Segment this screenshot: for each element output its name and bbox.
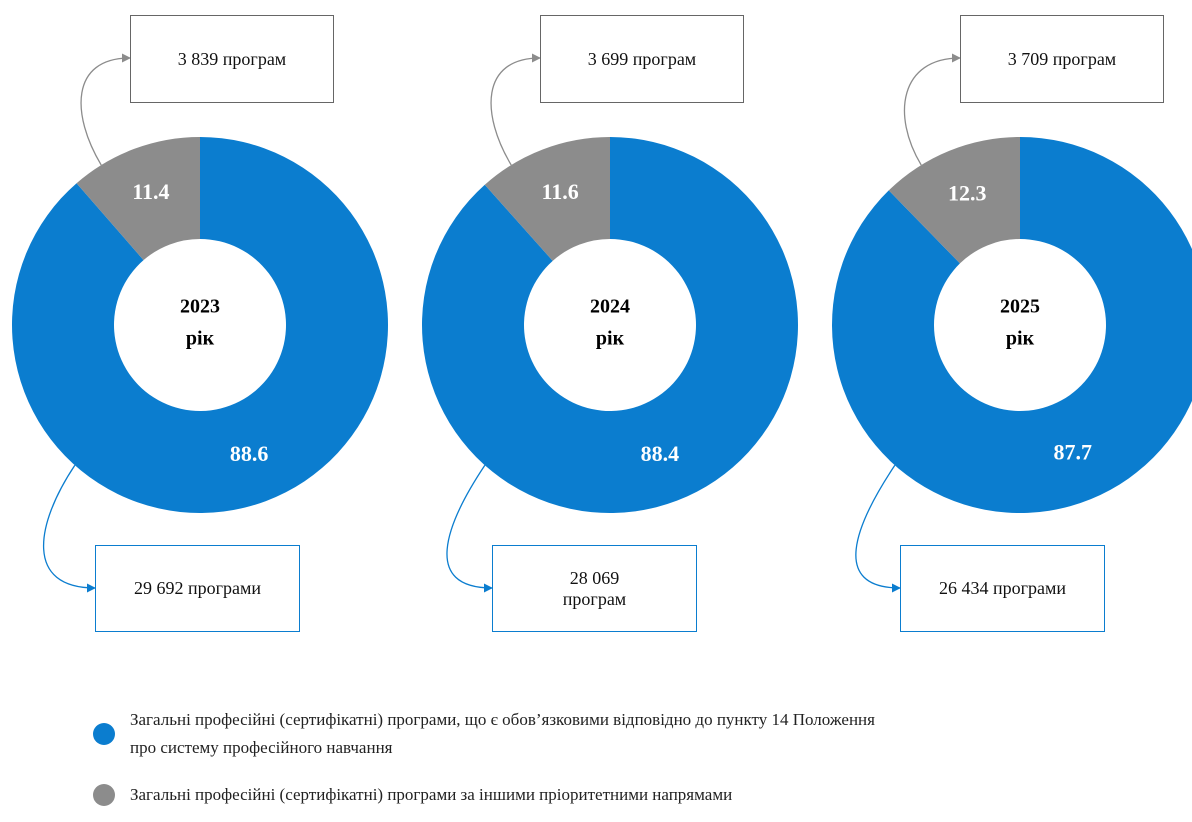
callout-arrow <box>903 53 961 166</box>
value-label: 88.6 <box>230 441 269 466</box>
callout-arrow <box>446 464 493 593</box>
center-subtitle: рік <box>596 328 625 350</box>
donut-segment <box>76 137 200 261</box>
callout-box: 26 434 програми <box>900 545 1105 632</box>
value-label: 87.7 <box>1054 440 1093 465</box>
center-title: 2023 <box>180 296 220 318</box>
donut-segment <box>421 137 798 513</box>
donut-segment <box>888 137 1020 264</box>
value-label: 88.4 <box>641 441 680 466</box>
callout-box: 3 839 програм <box>130 15 334 103</box>
callout-box: 28 069 програм <box>492 545 697 632</box>
donut-segment <box>11 137 388 513</box>
callout-arrow <box>490 53 541 166</box>
center-subtitle: рік <box>186 328 215 350</box>
callout-box: 3 709 програм <box>960 15 1164 103</box>
legend-swatch <box>93 784 115 806</box>
center-title: 2025 <box>1000 296 1040 318</box>
value-label: 12.3 <box>948 180 987 205</box>
callout-arrow <box>42 464 96 593</box>
donut-segment <box>832 137 1192 513</box>
value-label: 11.6 <box>541 179 578 204</box>
center-title: 2024 <box>590 296 630 318</box>
center-subtitle: рік <box>1006 328 1035 350</box>
donut-segment <box>484 137 610 261</box>
legend-label: Загальні професійні (сертифікатні) прогр… <box>130 710 875 757</box>
legend-label: Загальні професійні (сертифікатні) прогр… <box>130 785 733 804</box>
callout-arrow <box>80 53 131 166</box>
callout-box: 3 699 програм <box>540 15 744 103</box>
callout-arrow <box>855 464 901 593</box>
callout-box: 29 692 програми <box>95 545 300 632</box>
value-label: 11.4 <box>132 179 169 204</box>
legend-swatch <box>93 723 115 745</box>
